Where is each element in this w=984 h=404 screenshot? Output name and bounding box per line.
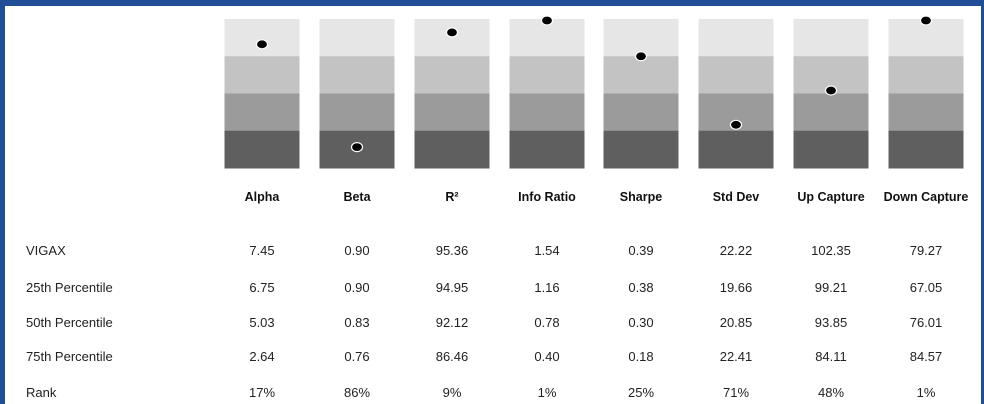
quartile-band <box>698 130 774 169</box>
table-cell: 0.76 <box>344 349 370 364</box>
quartile-column <box>414 19 490 169</box>
quartile-band <box>414 130 490 169</box>
table-cell: 86% <box>343 385 371 400</box>
column-header: Down Capture <box>883 190 969 204</box>
quartile-band <box>319 56 395 94</box>
table-cell: 99.21 <box>814 280 848 295</box>
table-cell: 92.12 <box>435 315 469 330</box>
table-cell: 5.03 <box>249 315 275 330</box>
quartile-band <box>224 56 300 94</box>
table-cell: 1.54 <box>534 243 560 258</box>
table-cell: 20.85 <box>719 315 753 330</box>
quartile-band <box>888 56 964 94</box>
quartile-band <box>319 93 395 132</box>
table-cell: 76.01 <box>909 315 943 330</box>
table-cell: 93.85 <box>814 315 848 330</box>
quartile-band <box>603 56 679 94</box>
column-header: R² <box>445 190 459 204</box>
table-cell: 0.39 <box>628 243 654 258</box>
table-cell: 0.90 <box>344 280 370 295</box>
table-cell: 71% <box>722 385 750 400</box>
row-label: 75th Percentile <box>26 349 113 364</box>
table-cell: 95.36 <box>435 243 469 258</box>
table-cell: 79.27 <box>909 243 943 258</box>
quartile-band <box>603 130 679 169</box>
row-label: Rank <box>26 385 57 400</box>
table-cell: 86.46 <box>435 349 469 364</box>
table-cell: 94.95 <box>435 280 469 295</box>
rank-marker <box>824 85 838 96</box>
table-cell: 1.16 <box>534 280 560 295</box>
table-cell: 84.11 <box>815 349 847 364</box>
table-cell: 67.05 <box>909 280 943 295</box>
table-cell: 1% <box>916 385 936 400</box>
quartile-band <box>224 93 300 132</box>
column-header: Up Capture <box>797 190 865 204</box>
table-cell: 84.57 <box>909 349 943 364</box>
table-cell: 0.40 <box>534 349 560 364</box>
quartile-column <box>698 19 774 169</box>
table-cell: 17% <box>248 385 276 400</box>
table-cell: 0.90 <box>344 243 370 258</box>
table-cell: 6.75 <box>249 280 275 295</box>
table-cell: 7.45 <box>249 243 275 258</box>
rank-marker <box>634 51 648 62</box>
row-label: 25th Percentile <box>26 280 113 295</box>
table-cell: 0.18 <box>628 349 654 364</box>
quartile-column <box>224 19 300 169</box>
table-cell: 19.66 <box>719 280 753 295</box>
table-cell: 1% <box>537 385 557 400</box>
column-header: Beta <box>343 190 371 204</box>
table-cell: 48% <box>817 385 845 400</box>
quartile-band <box>509 130 585 169</box>
quartile-column <box>509 19 585 169</box>
quartile-band <box>224 19 300 57</box>
quartile-band <box>793 19 869 57</box>
quartile-column <box>888 19 964 169</box>
table-cell: 22.41 <box>719 349 753 364</box>
quartile-column <box>319 19 395 169</box>
quartile-band <box>793 93 869 132</box>
quartile-band <box>698 19 774 57</box>
row-label: 50th Percentile <box>26 315 113 330</box>
quartile-band <box>603 19 679 57</box>
quartile-band <box>414 19 490 57</box>
table-cell: 2.64 <box>249 349 275 364</box>
quartile-band <box>888 93 964 132</box>
table-cell: 0.78 <box>534 315 560 330</box>
rank-marker <box>729 119 743 130</box>
rank-marker <box>445 27 459 38</box>
quartile-band <box>888 130 964 169</box>
quartile-band <box>509 93 585 132</box>
rank-marker <box>255 39 269 50</box>
table-cell: 9% <box>442 385 462 400</box>
column-header: Std Dev <box>712 190 760 204</box>
table-cell: 0.38 <box>628 280 654 295</box>
quartile-band <box>509 56 585 94</box>
quartile-band <box>698 56 774 94</box>
column-header: Sharpe <box>619 190 663 204</box>
table-cell: 0.83 <box>344 315 370 330</box>
table-cell: 25% <box>627 385 655 400</box>
table-cell: 0.30 <box>628 315 654 330</box>
rank-marker <box>350 142 364 153</box>
quartile-band <box>793 130 869 169</box>
table-cell: 102.35 <box>811 243 851 258</box>
column-header: Info Ratio <box>518 190 576 204</box>
quartile-band <box>603 93 679 132</box>
rank-marker <box>540 15 554 26</box>
quartile-column <box>603 19 679 169</box>
column-header: Alpha <box>244 190 280 204</box>
quartile-band <box>414 93 490 132</box>
table-cell: 22.22 <box>719 243 753 258</box>
quartile-band <box>224 130 300 169</box>
quartile-column <box>793 19 869 169</box>
quartile-band <box>414 56 490 94</box>
quartile-band <box>319 19 395 57</box>
rank-marker <box>919 15 933 26</box>
row-label: VIGAX <box>26 243 66 258</box>
